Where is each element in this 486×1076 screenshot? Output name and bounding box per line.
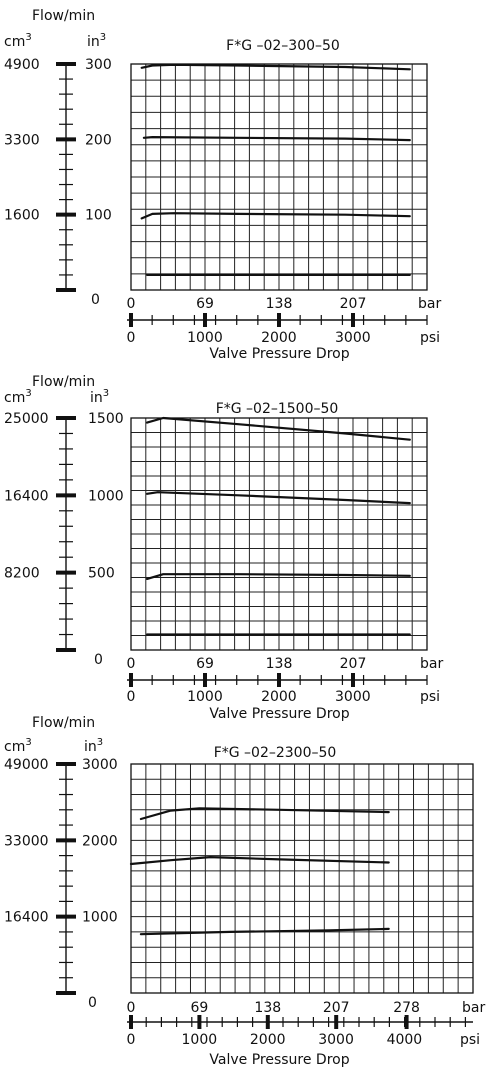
cm3-tick-label: 8200 <box>4 566 40 582</box>
in3-tick-label: 0 <box>94 652 103 668</box>
in3-tick-label: 0 <box>88 995 97 1011</box>
in3-tick-label: 300 <box>85 57 112 73</box>
in3-tick-label: 1000 <box>82 910 118 926</box>
cm3-tick-label: 25000 <box>4 411 49 427</box>
bar-tick-label: 138 <box>266 296 293 312</box>
cm3-unit-label: cm3 <box>4 737 32 755</box>
psi-tick-label: 0 <box>127 689 136 705</box>
cm3-tick-label: 16400 <box>4 488 49 504</box>
series-line-1 <box>139 807 390 821</box>
y-scale-axis <box>56 416 76 652</box>
cm3-tick-label: 1600 <box>4 208 40 224</box>
series-line-2 <box>142 136 411 142</box>
bar-tick-label: 69 <box>196 296 214 312</box>
psi-tick-label: 1000 <box>187 689 223 705</box>
in3-tick-label: 200 <box>85 132 112 148</box>
series-line-2 <box>129 856 390 866</box>
x-axis-label: Valve Pressure Drop <box>209 706 349 722</box>
plot-grid <box>130 63 428 291</box>
x-axis-label: Valve Pressure Drop <box>209 346 349 362</box>
plot-frame <box>130 63 428 291</box>
bar-tick-label: 0 <box>127 296 136 312</box>
bar-unit-label: bar <box>462 1000 485 1016</box>
psi-unit-label: psi <box>460 1032 480 1048</box>
x-scale-axis <box>127 313 428 327</box>
in3-tick-label: 500 <box>88 566 115 582</box>
psi-tick-label: 0 <box>127 330 136 346</box>
in3-unit-label: in3 <box>90 388 109 406</box>
psi-tick-label: 3000 <box>335 689 371 705</box>
bar-tick-label: 69 <box>190 1000 208 1016</box>
flow-label: Flow/min <box>32 715 95 731</box>
psi-tick-label: 2000 <box>250 1032 286 1048</box>
chart-title: F*G –02–300–50 <box>226 38 340 54</box>
bar-tick-label: 138 <box>266 656 293 672</box>
flow-label: Flow/min <box>32 374 95 390</box>
cm3-tick-label: 49000 <box>4 757 49 773</box>
cm3-unit-label: cm3 <box>4 388 32 406</box>
psi-unit-label: psi <box>420 330 440 346</box>
bar-tick-label: 207 <box>340 296 367 312</box>
bar-tick-label: 69 <box>196 656 214 672</box>
cm3-unit-label: cm3 <box>4 32 32 50</box>
psi-tick-label: 4000 <box>387 1032 423 1048</box>
in3-unit-label: in3 <box>84 737 103 755</box>
psi-tick-label: 1000 <box>187 330 223 346</box>
bar-tick-label: 138 <box>254 1000 281 1016</box>
in3-tick-label: 0 <box>91 292 100 308</box>
cm3-tick-label: 16400 <box>4 910 49 926</box>
psi-tick-label: 3000 <box>318 1032 354 1048</box>
bar-tick-label: 0 <box>127 1000 136 1016</box>
plot-frame <box>130 417 428 651</box>
psi-tick-label: 2000 <box>261 330 297 346</box>
in3-tick-label: 3000 <box>82 757 118 773</box>
psi-tick-label: 3000 <box>335 330 371 346</box>
psi-unit-label: psi <box>420 689 440 705</box>
chart-title: F*G –02–2300–50 <box>214 745 337 761</box>
in3-tick-label: 2000 <box>82 833 118 849</box>
series-line-1 <box>140 63 411 71</box>
psi-tick-label: 2000 <box>261 689 297 705</box>
bar-tick-label: 0 <box>127 656 136 672</box>
psi-tick-label: 0 <box>127 1032 136 1048</box>
series-line-3 <box>140 212 411 220</box>
flow-label: Flow/min <box>32 8 95 24</box>
series-line-1 <box>146 416 411 441</box>
bar-tick-label: 207 <box>340 656 367 672</box>
cm3-tick-label: 33000 <box>4 833 49 849</box>
bar-unit-label: bar <box>420 656 443 672</box>
x-scale-axis <box>127 1015 473 1029</box>
bar-tick-label: 278 <box>393 1000 420 1016</box>
plot-frame <box>130 763 474 994</box>
y-scale-axis <box>56 762 76 995</box>
x-scale-axis <box>127 673 428 687</box>
cm3-tick-label: 4900 <box>4 57 40 73</box>
bar-tick-label: 207 <box>323 1000 350 1016</box>
chart-title: F*G –02–1500–50 <box>216 401 339 417</box>
psi-tick-label: 1000 <box>182 1032 218 1048</box>
series-line-3 <box>139 927 390 936</box>
series-line-2 <box>146 491 411 505</box>
y-scale-axis <box>56 62 76 292</box>
plot-grid <box>130 417 428 651</box>
series-line-3 <box>146 573 411 580</box>
in3-tick-label: 1000 <box>88 488 124 504</box>
in3-unit-label: in3 <box>87 32 106 50</box>
bar-unit-label: bar <box>418 296 441 312</box>
in3-tick-label: 1500 <box>88 411 124 427</box>
in3-tick-label: 100 <box>85 208 112 224</box>
cm3-tick-label: 3300 <box>4 132 40 148</box>
plot-grid <box>130 763 474 994</box>
x-axis-label: Valve Pressure Drop <box>209 1052 349 1068</box>
